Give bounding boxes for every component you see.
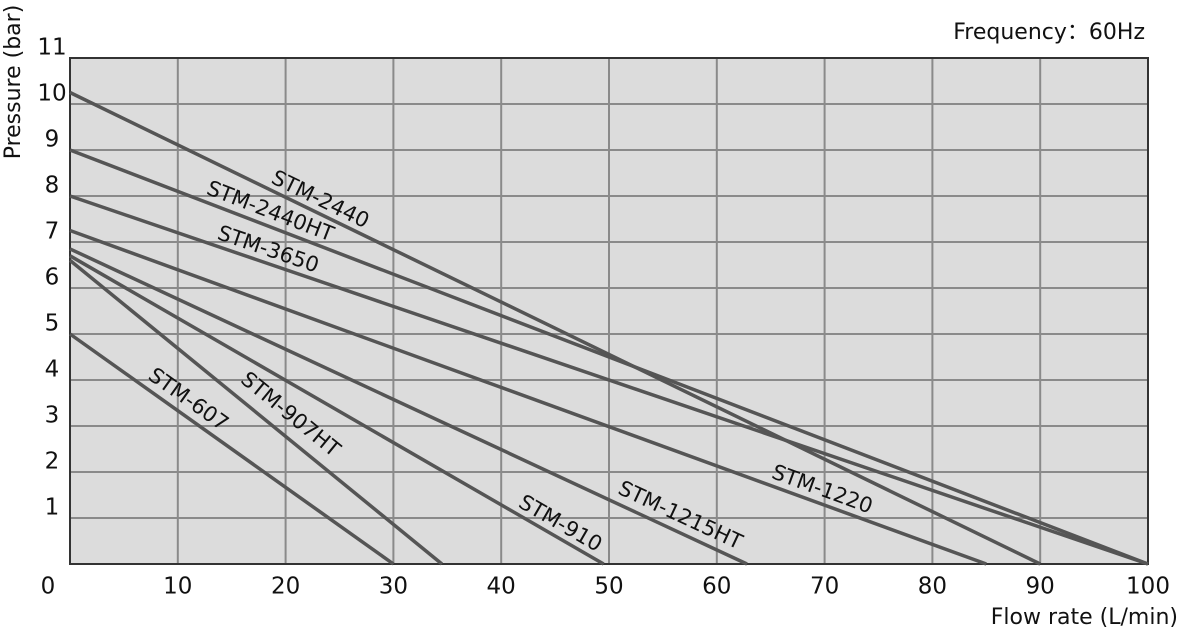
series-line (69, 90, 1041, 566)
y-tick-label: 4 (45, 357, 60, 383)
x-tick-label: 20 (271, 574, 300, 600)
x-tick-label: 60 (702, 574, 731, 600)
series-line (69, 254, 605, 566)
x-tick-label: 90 (1026, 574, 1055, 600)
series-line (68, 332, 395, 566)
x-tick-label: 40 (487, 574, 516, 600)
y-tick-label: 5 (45, 311, 60, 337)
y-tick-label: 11 (37, 35, 66, 61)
series-line (68, 259, 444, 566)
y-tick-label: 1 (45, 495, 60, 521)
y-tick-label: 7 (45, 219, 60, 245)
x-tick-label: 0 (41, 574, 56, 600)
x-tick-label: 80 (918, 574, 947, 600)
annotation: Frequency：60Hz (953, 20, 1145, 45)
y-axis-label: Pressure (bar) (1, 5, 26, 160)
x-tick-label: 30 (379, 574, 408, 600)
plot-border (69, 57, 1149, 565)
x-tick-label: 50 (594, 574, 623, 600)
series-line (69, 148, 1149, 566)
series-line (69, 247, 748, 566)
series-line (69, 194, 1149, 566)
x-tick-label: 70 (810, 574, 839, 600)
x-tick-label: 100 (1126, 574, 1170, 600)
y-tick-label: 6 (45, 265, 60, 291)
x-axis-label: Flow rate (L/min) (991, 605, 1178, 630)
y-tick-label: 9 (45, 127, 60, 153)
y-tick-label: 10 (37, 81, 66, 107)
series-line (69, 228, 987, 566)
y-tick-label: 2 (45, 449, 60, 475)
y-tick-label: 3 (45, 403, 60, 429)
y-tick-label: 8 (45, 173, 60, 199)
x-tick-label: 10 (163, 574, 192, 600)
